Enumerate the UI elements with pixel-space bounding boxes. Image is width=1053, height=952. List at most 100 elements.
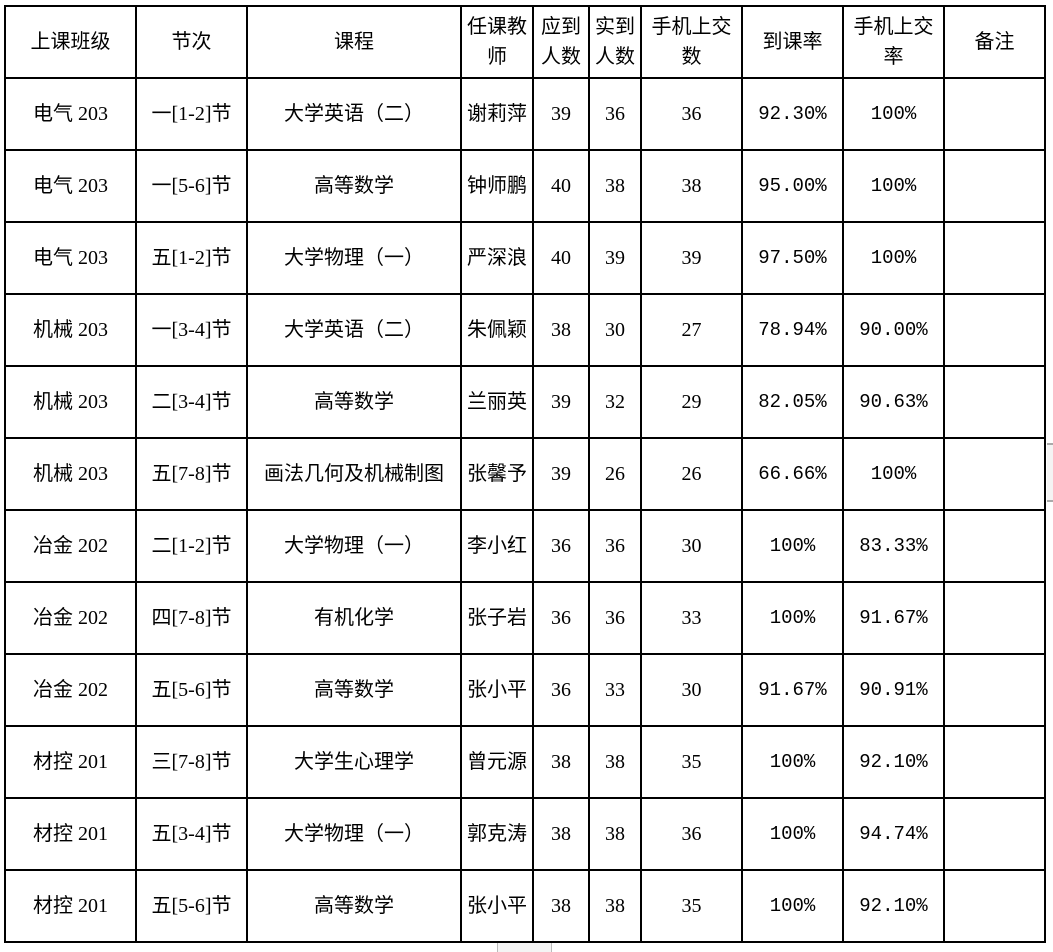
cell-phones: 30: [640, 653, 743, 727]
cell-period: 五[1-2]节: [135, 221, 248, 295]
cell-expected: 36: [532, 581, 590, 655]
cell-present: 36: [588, 509, 642, 583]
cell-course: 高等数学: [246, 653, 462, 727]
cell-phone-rate: 83.33%: [842, 509, 945, 583]
cell-expected: 40: [532, 149, 590, 223]
cell-remarks: [943, 365, 1046, 439]
attendance-table: 上课班级 节次 课程 任课教师 应到人数 实到人数 手机上交数 到课率 手机上交率 备注 电气 2…: [4, 5, 1046, 943]
cell-course: 有机化学: [246, 581, 462, 655]
cell-expected: 38: [532, 869, 590, 943]
header-phones: 手机上交数: [640, 5, 743, 79]
cell-remarks: [943, 221, 1046, 295]
cell-teacher: 张子岩: [460, 581, 534, 655]
cell-phone-rate: 100%: [842, 221, 945, 295]
cell-class: 材控 201: [4, 797, 137, 871]
cell-phones: 36: [640, 77, 743, 151]
cell-present: 26: [588, 437, 642, 511]
cell-expected: 38: [532, 797, 590, 871]
table-row: 机械 203 二[3-4]节 高等数学 兰丽英 39 32 29 82.05% 90.63%: [4, 365, 1046, 439]
cell-present: 33: [588, 653, 642, 727]
cell-phones: 30: [640, 509, 743, 583]
cell-class: 材控 201: [4, 725, 137, 799]
table-row: 机械 203 五[7-8]节 画法几何及机械制图 张馨予 39 26 26 66.66% 100…: [4, 437, 1046, 511]
cell-course: 大学英语（二）: [246, 77, 462, 151]
cell-attendance-rate: 82.05%: [741, 365, 844, 439]
cell-present: 38: [588, 797, 642, 871]
cell-class: 机械 203: [4, 437, 137, 511]
header-remarks: 备注: [943, 5, 1046, 79]
cell-remarks: [943, 437, 1046, 511]
cell-period: 四[7-8]节: [135, 581, 248, 655]
cell-attendance-rate: 92.30%: [741, 77, 844, 151]
cell-phone-rate: 100%: [842, 437, 945, 511]
cell-class: 冶金 202: [4, 509, 137, 583]
cell-phones: 35: [640, 725, 743, 799]
side-scroll-handle[interactable]: [1047, 443, 1053, 502]
cell-teacher: 张小平: [460, 869, 534, 943]
header-present: 实到人数: [588, 5, 642, 79]
cell-period: 二[3-4]节: [135, 365, 248, 439]
cell-phones: 35: [640, 869, 743, 943]
cell-period: 一[3-4]节: [135, 293, 248, 367]
header-phone-rate: 手机上交率: [842, 5, 945, 79]
cell-teacher: 谢莉萍: [460, 77, 534, 151]
cell-present: 36: [588, 77, 642, 151]
cell-phones: 27: [640, 293, 743, 367]
cell-expected: 40: [532, 221, 590, 295]
cell-expected: 36: [532, 509, 590, 583]
header-course: 课程: [246, 5, 462, 79]
cell-present: 38: [588, 725, 642, 799]
cell-course: 高等数学: [246, 149, 462, 223]
cell-period: 五[5-6]节: [135, 653, 248, 727]
cell-phone-rate: 100%: [842, 77, 945, 151]
cell-phones: 26: [640, 437, 743, 511]
header-attendance-rate: 到课率: [741, 5, 844, 79]
cell-class: 冶金 202: [4, 653, 137, 727]
cell-phones: 29: [640, 365, 743, 439]
cell-phone-rate: 100%: [842, 149, 945, 223]
cell-attendance-rate: 100%: [741, 509, 844, 583]
bottom-scroll-handle[interactable]: [497, 943, 552, 952]
cell-period: 三[7-8]节: [135, 725, 248, 799]
cell-course: 大学英语（二）: [246, 293, 462, 367]
cell-remarks: [943, 869, 1046, 943]
cell-remarks: [943, 77, 1046, 151]
cell-attendance-rate: 78.94%: [741, 293, 844, 367]
cell-phones: 36: [640, 797, 743, 871]
table-row: 冶金 202 二[1-2]节 大学物理（一） 李小红 36 36 30 100% 83.33%: [4, 509, 1046, 583]
header-period: 节次: [135, 5, 248, 79]
table-row: 材控 201 五[5-6]节 高等数学 张小平 38 38 35 100% 92.10%: [4, 869, 1046, 943]
cell-course: 大学生心理学: [246, 725, 462, 799]
table-row: 材控 201 五[3-4]节 大学物理（一） 郭克涛 38 38 36 100% 94.74%: [4, 797, 1046, 871]
cell-class: 材控 201: [4, 869, 137, 943]
cell-course: 高等数学: [246, 365, 462, 439]
cell-course: 画法几何及机械制图: [246, 437, 462, 511]
cell-present: 38: [588, 149, 642, 223]
cell-course: 大学物理（一）: [246, 509, 462, 583]
cell-attendance-rate: 95.00%: [741, 149, 844, 223]
table-row: 电气 203 五[1-2]节 大学物理（一） 严深浪 40 39 39 97.50% 100%: [4, 221, 1046, 295]
cell-present: 30: [588, 293, 642, 367]
cell-attendance-rate: 100%: [741, 725, 844, 799]
cell-phones: 38: [640, 149, 743, 223]
cell-present: 39: [588, 221, 642, 295]
cell-remarks: [943, 581, 1046, 655]
cell-teacher: 朱佩颖: [460, 293, 534, 367]
cell-teacher: 兰丽英: [460, 365, 534, 439]
cell-expected: 38: [532, 725, 590, 799]
cell-period: 二[1-2]节: [135, 509, 248, 583]
cell-remarks: [943, 797, 1046, 871]
cell-class: 机械 203: [4, 365, 137, 439]
header-expected: 应到人数: [532, 5, 590, 79]
table-row: 电气 203 一[1-2]节 大学英语（二） 谢莉萍 39 36 36 92.30% 100%: [4, 77, 1046, 151]
cell-teacher: 张馨予: [460, 437, 534, 511]
cell-class: 电气 203: [4, 77, 137, 151]
cell-class: 电气 203: [4, 221, 137, 295]
cell-period: 五[3-4]节: [135, 797, 248, 871]
cell-expected: 38: [532, 293, 590, 367]
cell-remarks: [943, 293, 1046, 367]
cell-phones: 33: [640, 581, 743, 655]
cell-attendance-rate: 66.66%: [741, 437, 844, 511]
cell-course: 大学物理（一）: [246, 221, 462, 295]
cell-attendance-rate: 91.67%: [741, 653, 844, 727]
